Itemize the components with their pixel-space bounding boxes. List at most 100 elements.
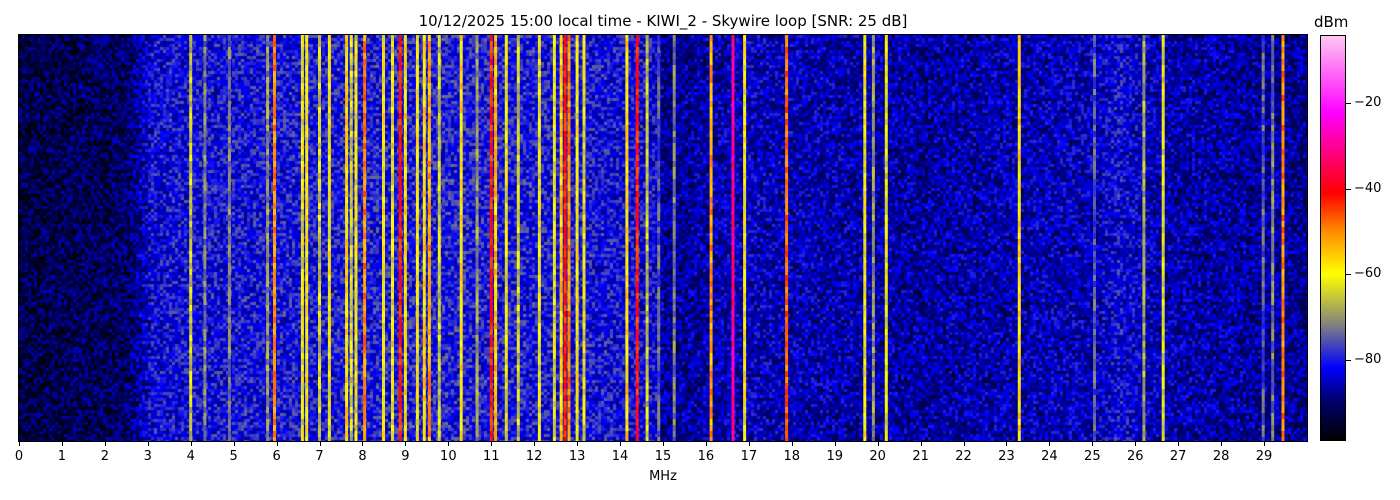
x-tick-label: 5 bbox=[229, 449, 238, 464]
x-tick-label: 21 bbox=[912, 449, 929, 464]
x-tick-label: 12 bbox=[525, 449, 543, 464]
signal-line bbox=[1142, 35, 1146, 441]
colorbar-tick bbox=[1346, 188, 1351, 190]
x-tick bbox=[534, 441, 536, 446]
signal-line bbox=[645, 35, 649, 441]
x-tick-label: 1 bbox=[57, 449, 67, 464]
x-tick-label: 4 bbox=[186, 449, 195, 464]
x-tick-label: 0 bbox=[14, 449, 24, 464]
signal-line bbox=[1261, 35, 1265, 441]
signal-line bbox=[189, 35, 193, 441]
colorbar-tick-label: −60 bbox=[1354, 266, 1382, 282]
x-tick-label: 26 bbox=[1126, 449, 1144, 464]
signal-line bbox=[743, 35, 747, 441]
signal-line bbox=[318, 35, 321, 441]
x-tick-label: 19 bbox=[826, 449, 843, 464]
x-tick bbox=[190, 441, 192, 446]
signal-line bbox=[305, 35, 309, 441]
x-tick-label: 22 bbox=[955, 449, 972, 464]
signal-line bbox=[489, 35, 493, 441]
signal-line bbox=[345, 35, 349, 441]
x-tick bbox=[104, 441, 106, 446]
x-tick-label: 15 bbox=[654, 449, 672, 464]
signal-line bbox=[354, 35, 358, 441]
x-tick-label: 13 bbox=[568, 449, 586, 464]
signal-line bbox=[203, 35, 207, 441]
x-tick bbox=[491, 441, 493, 446]
x-tick bbox=[276, 441, 278, 446]
x-tick-label: 8 bbox=[358, 449, 367, 464]
x-tick-label: 3 bbox=[143, 449, 152, 464]
signal-line bbox=[537, 35, 541, 441]
signal-line bbox=[475, 35, 479, 441]
signal-line bbox=[227, 35, 231, 441]
signal-line bbox=[504, 35, 508, 441]
signal-layer bbox=[189, 35, 1285, 441]
x-tick bbox=[791, 441, 793, 446]
signal-line bbox=[327, 35, 331, 441]
x-tick-label: 11 bbox=[482, 449, 500, 464]
x-tick bbox=[1264, 441, 1266, 446]
signal-line bbox=[672, 35, 676, 441]
signal-line bbox=[459, 35, 463, 441]
signal-line bbox=[582, 35, 586, 441]
signal-line bbox=[391, 35, 394, 441]
x-tick-label: 17 bbox=[740, 449, 758, 464]
colorbar-tick-label: −20 bbox=[1354, 95, 1382, 111]
signal-line bbox=[427, 35, 431, 441]
signal-line bbox=[516, 35, 520, 441]
x-tick bbox=[1221, 441, 1223, 446]
x-tick bbox=[705, 441, 707, 446]
x-tick bbox=[834, 441, 836, 446]
x-tick bbox=[1178, 441, 1180, 446]
x-tick bbox=[405, 441, 407, 446]
signal-line bbox=[403, 35, 407, 441]
x-tick-label: 25 bbox=[1084, 449, 1101, 464]
signal-line bbox=[635, 35, 639, 441]
signal-line bbox=[300, 35, 304, 441]
signal-line bbox=[559, 35, 563, 441]
x-tick bbox=[877, 441, 879, 446]
signal-line bbox=[266, 35, 270, 441]
waterfall-plot bbox=[19, 35, 1307, 441]
x-tick-label: 24 bbox=[1041, 449, 1058, 464]
colorbar-label: dBm bbox=[1314, 13, 1349, 31]
x-tick bbox=[577, 441, 579, 446]
signal-line bbox=[625, 35, 629, 441]
x-tick bbox=[748, 441, 750, 446]
signal-line bbox=[494, 35, 498, 441]
signal-line bbox=[363, 35, 367, 441]
x-tick bbox=[61, 441, 63, 446]
x-tick-label: 27 bbox=[1169, 449, 1187, 464]
x-tick bbox=[19, 441, 20, 446]
signal-line bbox=[437, 35, 441, 441]
signal-line bbox=[1271, 35, 1275, 441]
x-tick bbox=[448, 441, 450, 446]
x-tick bbox=[147, 441, 149, 446]
x-tick bbox=[1006, 441, 1008, 446]
x-tick bbox=[1135, 441, 1137, 446]
x-tick bbox=[920, 441, 922, 446]
signal-line bbox=[349, 35, 353, 441]
x-tick-label: 23 bbox=[998, 449, 1015, 464]
signal-line bbox=[1161, 35, 1165, 441]
signal-line bbox=[884, 35, 888, 441]
x-tick-label: 2 bbox=[100, 449, 109, 464]
signal-line bbox=[1281, 35, 1285, 441]
x-tick bbox=[319, 441, 321, 446]
x-tick-label: 10 bbox=[440, 449, 457, 464]
x-tick-label: 6 bbox=[272, 449, 281, 464]
signal-line bbox=[552, 35, 556, 441]
colorbar-tick-label: −80 bbox=[1354, 351, 1382, 367]
signal-line bbox=[709, 35, 713, 441]
x-tick bbox=[620, 441, 622, 446]
signal-line bbox=[1093, 35, 1096, 441]
signal-line bbox=[785, 35, 789, 441]
colorbar-tick bbox=[1346, 103, 1351, 105]
x-tick-label: 20 bbox=[869, 449, 886, 464]
x-tick bbox=[1049, 441, 1051, 446]
signal-line bbox=[567, 35, 571, 441]
x-tick-label: 16 bbox=[697, 449, 715, 464]
signal-line bbox=[398, 35, 402, 441]
colorbar-tick bbox=[1346, 274, 1351, 276]
